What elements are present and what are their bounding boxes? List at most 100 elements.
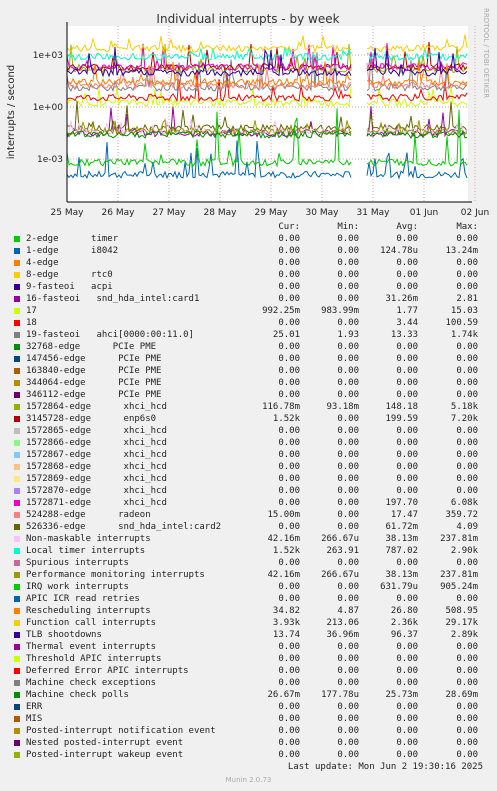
legend-name: 18 — [26, 318, 37, 328]
legend-swatch — [14, 320, 20, 326]
legend-avg: 0.00 — [396, 666, 418, 676]
legend-max: 0.00 — [456, 258, 478, 268]
legend-row: 1-edge i8042 0.00 0.00 124.78u 13.24m — [0, 245, 497, 257]
legend-swatch — [14, 716, 20, 722]
legend-swatch — [14, 524, 20, 530]
x-tick-label: 30 May — [306, 208, 340, 218]
legend-avg: 0.00 — [396, 378, 418, 388]
legend-max: 6.08k — [450, 498, 478, 508]
legend-min: 0.00 — [337, 714, 359, 724]
legend-max: 0.00 — [456, 594, 478, 604]
legend-avg: 148.18 — [385, 402, 418, 412]
legend-avg: 787.02 — [385, 546, 418, 556]
legend-swatch — [14, 692, 20, 698]
legend-row: 344064-edge PCIe PME 0.00 0.00 0.00 0.00 — [0, 377, 497, 389]
legend-row: APIC ICR read retries 0.00 0.00 0.00 0.00 — [0, 593, 497, 605]
legend-max: 7.20k — [450, 414, 478, 424]
legend-avg: 197.70 — [385, 498, 418, 508]
legend-swatch — [14, 572, 20, 578]
legend-name: ERR — [26, 702, 43, 712]
legend-min: 0.00 — [337, 522, 359, 532]
legend-min: 0.00 — [337, 258, 359, 268]
legend-avg: 17.47 — [390, 510, 418, 520]
legend-name: 16-fasteoi snd_hda_intel:card1 — [26, 294, 200, 304]
legend-max: 2.89k — [450, 630, 478, 640]
legend-row: 16-fasteoi snd_hda_intel:card1 0.00 0.00 31… — [0, 293, 497, 305]
legend: Cur: Min: Avg: Max: 2-edge timer 0.00 0.00… — [0, 221, 497, 761]
chart-title: Individual interrupts - by week — [156, 12, 339, 26]
series-line — [66, 140, 468, 180]
legend-max: 0.00 — [456, 354, 478, 364]
legend-min: 0.00 — [337, 582, 359, 592]
y-tick-label: 1e+00 — [33, 103, 64, 113]
legend-avg: 0.00 — [396, 282, 418, 292]
legend-max: 15.03 — [450, 306, 478, 316]
legend-name: 526336-edge snd_hda_intel:card2 — [26, 522, 222, 532]
legend-cur: 0.00 — [278, 270, 300, 280]
legend-min: 0.00 — [337, 498, 359, 508]
legend-name: 1-edge i8042 — [26, 246, 119, 256]
legend-max: 359.72 — [445, 510, 478, 520]
legend-row: 1572869-edge xhci_hcd 0.00 0.00 0.00 0.00 — [0, 473, 497, 485]
legend-min: 0.00 — [337, 234, 359, 244]
legend-name: 1572865-edge xhci_hcd — [26, 426, 167, 436]
legend-swatch — [14, 380, 20, 386]
legend-cur: 0.00 — [278, 426, 300, 436]
legend-swatch — [14, 440, 20, 446]
legend-cur: 0.00 — [278, 390, 300, 400]
legend-row: Deferred Error APIC interrupts 0.00 0.00 0.… — [0, 665, 497, 677]
legend-swatch — [14, 596, 20, 602]
legend-min: 0.00 — [337, 474, 359, 484]
legend-min: 0.00 — [337, 510, 359, 520]
legend-cur: 0.00 — [278, 462, 300, 472]
legend-min: 0.00 — [337, 642, 359, 652]
legend-row: 1572866-edge xhci_hcd 0.00 0.00 0.00 0.00 — [0, 437, 497, 449]
legend-name: 32768-edge PCIe PME — [26, 342, 157, 352]
legend-swatch — [14, 476, 20, 482]
legend-min: 0.00 — [337, 558, 359, 568]
legend-swatch — [14, 428, 20, 434]
legend-name: IRQ work interrupts — [26, 582, 129, 592]
legend-name: 163840-edge PCIe PME — [26, 366, 162, 376]
legend-row: Nested posted-interrupt event 0.00 0.00 0.0… — [0, 737, 497, 749]
legend-swatch — [14, 548, 20, 554]
legend-min: 1.93 — [337, 330, 359, 340]
legend-cur: 0.00 — [278, 378, 300, 388]
legend-min: 0.00 — [337, 390, 359, 400]
legend-row: Spurious interrupts 0.00 0.00 0.00 0.00 — [0, 557, 497, 569]
legend-cur: 0.00 — [278, 354, 300, 364]
legend-max: 0.00 — [456, 426, 478, 436]
legend-max: 100.59 — [445, 318, 478, 328]
legend-min: 983.99m — [321, 306, 359, 316]
legend-min: 0.00 — [337, 594, 359, 604]
legend-avg: 0.00 — [396, 726, 418, 736]
legend-max: 237.81m — [440, 534, 478, 544]
legend-swatch — [14, 308, 20, 314]
rrdtool-credit: RRDTOOL / TOBI OETIKER — [482, 8, 490, 98]
legend-avg: 0.00 — [396, 366, 418, 376]
legend-row: 163840-edge PCIe PME 0.00 0.00 0.00 0.00 — [0, 365, 497, 377]
legend-avg: 0.00 — [396, 738, 418, 748]
last-update: Last update: Mon Jun 2 19:30:16 2025 — [287, 762, 483, 772]
legend-min: 0.00 — [337, 678, 359, 688]
legend-max: 0.00 — [456, 270, 478, 280]
legend-swatch — [14, 452, 20, 458]
legend-min: 0.00 — [337, 318, 359, 328]
legend-name: 1572864-edge xhci_hcd — [26, 402, 167, 412]
legend-swatch — [14, 488, 20, 494]
legend-name: Performance monitoring interrupts — [26, 570, 205, 580]
legend-avg: 3.44 — [396, 318, 418, 328]
legend-row: 1572868-edge xhci_hcd 0.00 0.00 0.00 0.00 — [0, 461, 497, 473]
legend-max: 0.00 — [456, 678, 478, 688]
legend-avg: 0.00 — [396, 714, 418, 724]
legend-cur: 116.78m — [262, 402, 300, 412]
series-line — [66, 42, 468, 73]
legend-name: Machine check exceptions — [26, 678, 157, 688]
legend-swatch — [14, 500, 20, 506]
legend-max: 0.00 — [456, 390, 478, 400]
legend-max: 29.17k — [445, 618, 478, 628]
legend-avg: 0.00 — [396, 462, 418, 472]
legend-avg: 631.79u — [380, 582, 418, 592]
legend-avg: 199.59 — [385, 414, 418, 424]
legend-cur: 0.00 — [278, 342, 300, 352]
